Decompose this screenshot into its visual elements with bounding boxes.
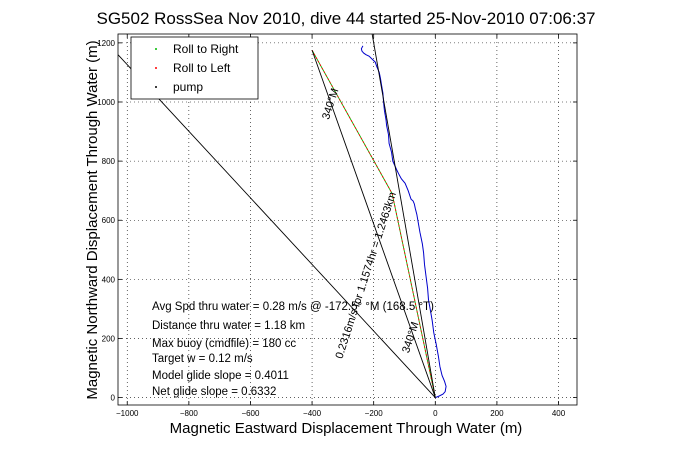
x-tick-label: 200 xyxy=(490,409,504,418)
stats-text-block: Avg Spd thru water = 0.28 m/s @ -172.5° … xyxy=(152,301,434,398)
legend-item-roll-right: Roll to Right xyxy=(155,42,239,56)
y-axis-label: Magnetic Northward Displacement Through … xyxy=(84,40,101,399)
y-tick-label: 600 xyxy=(102,216,116,225)
series-reference-line xyxy=(118,54,436,398)
y-tick-label: 800 xyxy=(102,157,116,166)
axis-ticks: −1000 −800 −600 −400 −200 0 200 400 0 200 400 600 80… xyxy=(97,34,577,418)
chart-title: SG502 RossSea Nov 2010, dive 44 started … xyxy=(97,9,596,28)
legend-marker-roll-right xyxy=(155,48,157,50)
legend-marker-roll-left xyxy=(155,67,157,69)
x-axis-label: Magnetic Eastward Displacement Through W… xyxy=(170,420,523,437)
legend-label-roll-right: Roll to Right xyxy=(173,42,239,56)
plot-frame xyxy=(117,33,578,406)
plot-content xyxy=(118,34,447,399)
legend-box xyxy=(130,36,259,100)
legend-label-roll-left: Roll to Left xyxy=(173,61,231,75)
x-tick-label: −800 xyxy=(180,409,199,418)
legend-item-roll-left: Roll to Left xyxy=(155,61,231,75)
stats-net-glide-slope: Net glide slope = 0.6332 xyxy=(152,386,276,398)
x-tick-label: −600 xyxy=(241,409,260,418)
legend: Roll to Right Roll to Left pump xyxy=(130,36,259,100)
y-tick-label: 0 xyxy=(111,394,116,403)
stats-avg-speed: Avg Spd thru water = 0.28 m/s @ -172.5° … xyxy=(152,301,434,313)
y-tick-label: 200 xyxy=(102,334,116,343)
x-tick-label: −1000 xyxy=(116,409,139,418)
legend-marker-pump xyxy=(155,86,157,88)
series-pump xyxy=(311,50,436,398)
legend-label-pump: pump xyxy=(173,80,203,94)
stats-model-glide-slope: Model glide slope = 0.4011 xyxy=(152,370,289,382)
stats-max-buoy: Max buoy (cmdfile) = 180 cc xyxy=(152,338,296,350)
y-tick-label: 1000 xyxy=(97,98,115,107)
x-tick-label: 400 xyxy=(552,409,566,418)
legend-item-pump: pump xyxy=(155,80,203,94)
x-tick-label: −400 xyxy=(303,409,322,418)
y-tick-label: 1200 xyxy=(97,39,115,48)
series-roll-left xyxy=(311,50,436,398)
x-tick-label: −200 xyxy=(365,409,384,418)
x-tick-label: 0 xyxy=(433,409,438,418)
y-tick-label: 400 xyxy=(102,275,116,284)
stats-distance: Distance thru water = 1.18 km xyxy=(152,320,305,332)
series-reference-line xyxy=(371,34,436,398)
stats-target-w: Target w = 0.12 m/s xyxy=(152,353,253,365)
